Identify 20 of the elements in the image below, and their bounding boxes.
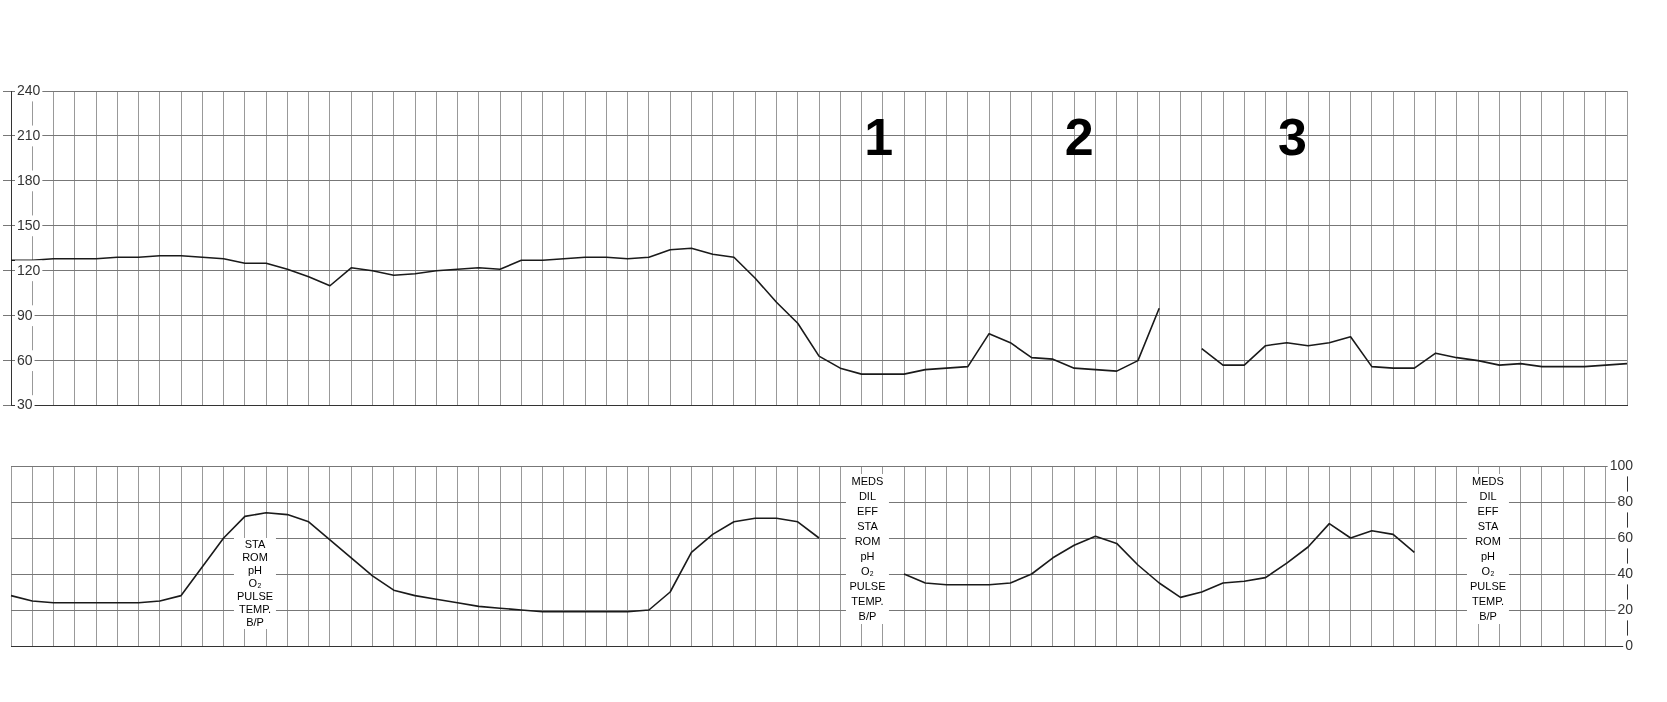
- annotation: 2: [1064, 106, 1094, 167]
- y-tick-label: 60: [17, 351, 33, 368]
- y-tick-label: 180: [17, 171, 41, 188]
- y-tick-label: 30: [17, 396, 33, 413]
- y-tick-label: 150: [17, 216, 41, 233]
- y-tick-label: 40: [1617, 564, 1634, 581]
- annotation: 3: [1278, 106, 1307, 167]
- y-tick-label: 210: [17, 126, 41, 143]
- y-tick-label: 120: [17, 261, 41, 278]
- y-tick-label: 100: [1609, 456, 1634, 473]
- annotation: 1: [864, 106, 894, 167]
- annotation: STA ROM pH O₂ PULSE TEMP. B/P: [236, 538, 274, 629]
- y-tick-label: 240: [17, 81, 41, 98]
- y-tick-label: 60: [1617, 528, 1634, 545]
- y-tick-label: 90: [17, 306, 33, 323]
- y-tick-label: 20: [1617, 600, 1634, 617]
- text: MEDS DIL EFF STA ROM pH O₂ PULSE TEMP. B/P: [1469, 475, 1507, 622]
- text: MEDS DIL EFF STA ROM pH O₂ PULSE TEMP. B/P: [849, 475, 886, 622]
- y-tick-label: 0: [1625, 636, 1634, 653]
- y-tick-label: 80: [1617, 492, 1634, 509]
